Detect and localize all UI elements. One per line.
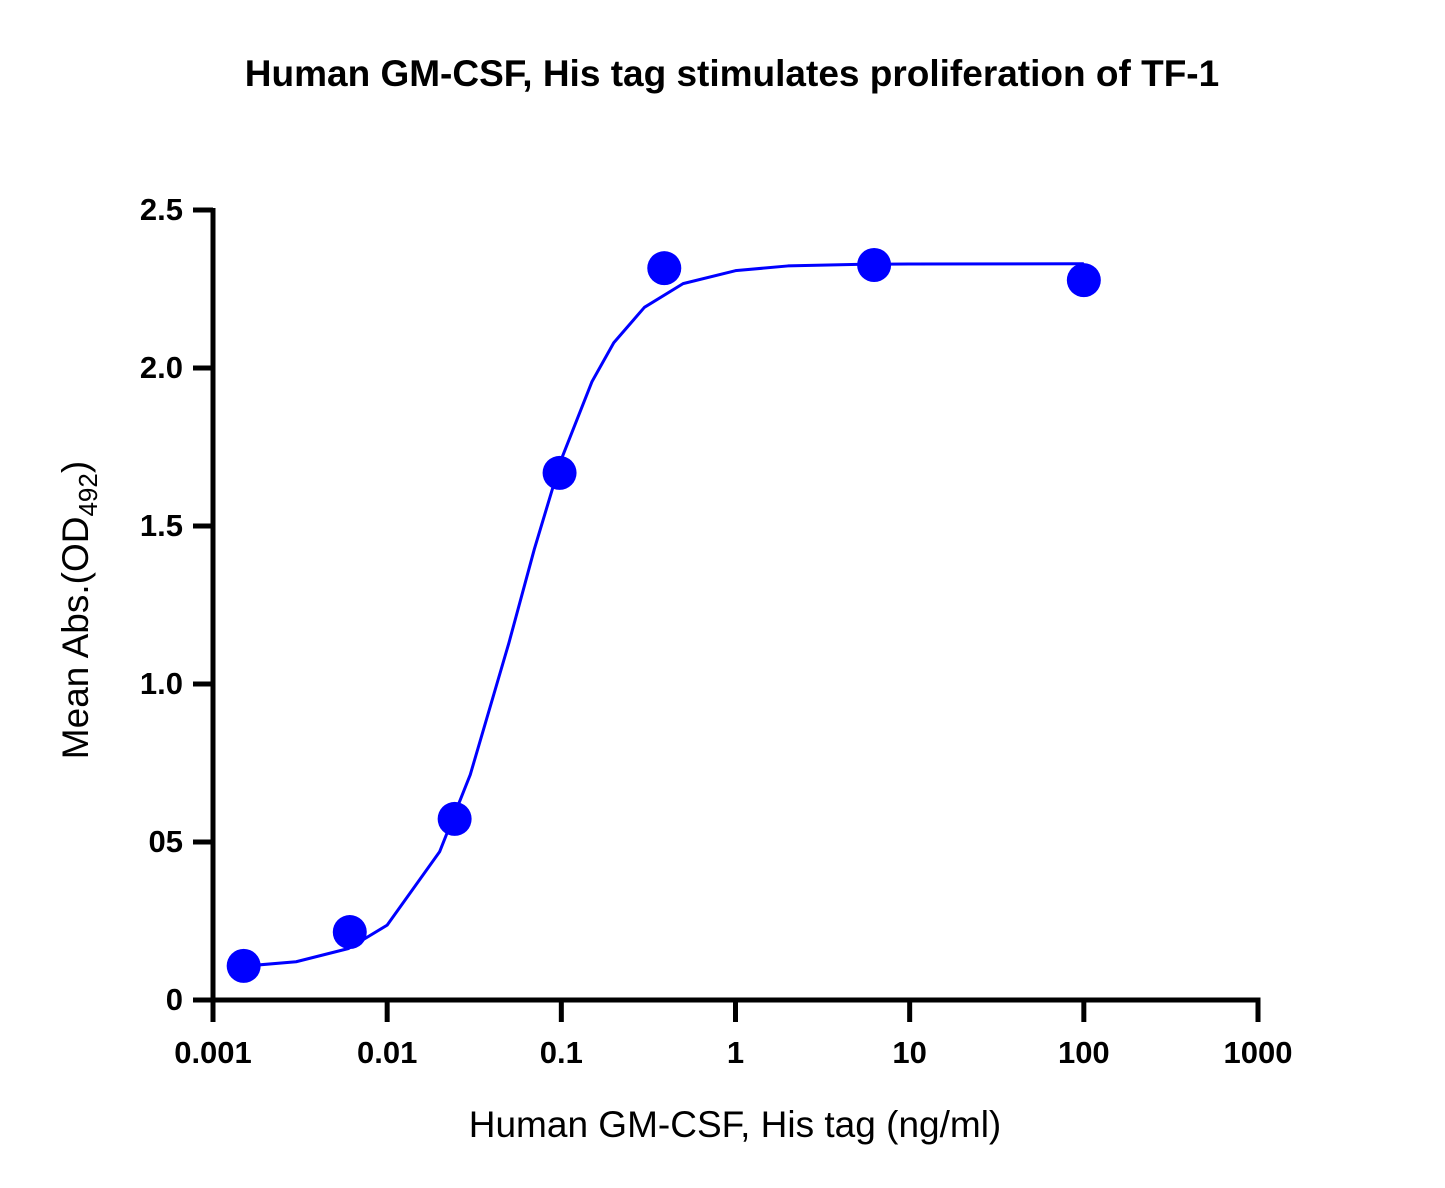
data-point	[857, 247, 892, 282]
x-tick-label: 1	[727, 1035, 744, 1070]
data-point	[332, 915, 367, 950]
y-tick-label: 0	[166, 982, 183, 1017]
x-tick-label: 0.01	[357, 1035, 417, 1070]
y-tick-label: 2.0	[140, 350, 183, 385]
x-tick-label: 1000	[1224, 1035, 1293, 1070]
y-tick-label: 1.0	[140, 666, 183, 701]
data-point	[1066, 263, 1101, 298]
fit-curve	[243, 262, 1084, 968]
x-tick-label: 0.1	[540, 1035, 583, 1070]
x-tick-label: 0.001	[174, 1035, 252, 1070]
x-tick-label: 10	[892, 1035, 926, 1070]
x-tick-label: 100	[1058, 1035, 1110, 1070]
y-tick-label: 05	[149, 824, 183, 859]
chart-title: Human GM-CSF, His tag stimulates prolife…	[245, 53, 1219, 94]
data-point	[542, 455, 577, 490]
y-axis-label-main: Mean Abs.(OD	[55, 517, 96, 760]
y-axis-label-end: )	[55, 461, 96, 473]
y-axis-label-sub: 492	[73, 473, 103, 516]
data-point	[437, 801, 472, 836]
data-point	[647, 251, 682, 286]
x-axis-label: Human GM-CSF, His tag (ng/ml)	[469, 1104, 1002, 1145]
data-point	[226, 948, 261, 983]
y-tick-label: 1.5	[140, 508, 183, 543]
y-tick-label: 2.5	[140, 192, 183, 227]
y-axis-label: Mean Abs.(OD492)	[55, 461, 103, 759]
